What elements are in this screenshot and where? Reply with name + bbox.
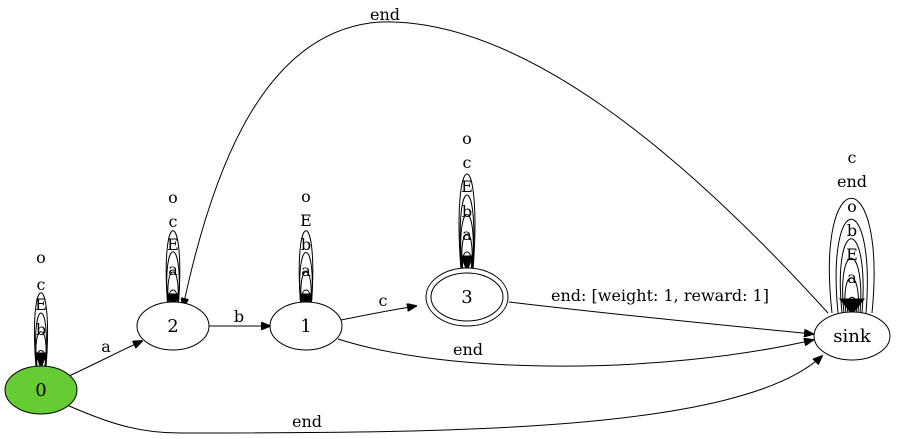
node-2 bbox=[136, 301, 210, 351]
loop-label: E bbox=[300, 211, 312, 230]
node-2-label: 2 bbox=[167, 316, 178, 337]
loop-label: c bbox=[463, 153, 472, 172]
edge-labels: a b c end: [weight: 1, reward: 1] end en… bbox=[101, 5, 769, 431]
loop-label: c bbox=[169, 212, 178, 231]
loop-label: c bbox=[37, 275, 46, 294]
self-loop bbox=[35, 312, 47, 368]
loop-label: o bbox=[847, 197, 857, 216]
self-loop bbox=[835, 218, 868, 314]
edge-1-to-3 bbox=[340, 306, 416, 321]
edge-label-0-sink: end bbox=[292, 412, 322, 431]
edge-3-to-sink bbox=[508, 301, 813, 334]
loop-label: E bbox=[461, 177, 473, 196]
loop-label: a bbox=[168, 260, 178, 279]
self-loop bbox=[842, 257, 862, 314]
nodes bbox=[4, 267, 891, 415]
node-3 bbox=[430, 272, 504, 322]
self-loops-node-0 bbox=[33, 292, 49, 370]
edges bbox=[66, 21, 829, 434]
loop-label: b bbox=[462, 202, 472, 221]
self-loop bbox=[165, 230, 181, 309]
loop-label: a bbox=[462, 225, 472, 244]
self-loops-node-3 bbox=[458, 173, 476, 273]
self-loop bbox=[839, 238, 864, 314]
node-1 bbox=[269, 301, 343, 351]
node-0 bbox=[4, 365, 78, 415]
edge-label-2-sink: end bbox=[370, 5, 400, 24]
edge-label-2-1: b bbox=[234, 307, 244, 326]
loop-label: c bbox=[848, 148, 857, 167]
node-sink-label: sink bbox=[833, 326, 872, 347]
loop-label: end bbox=[837, 172, 867, 191]
loop-label: b bbox=[301, 235, 311, 254]
edge-2-to-sink bbox=[183, 21, 829, 314]
self-loop-labels: b E c o a E c o a b E o a b E c o a E b … bbox=[35, 129, 867, 339]
self-loops-node-sink bbox=[828, 197, 875, 315]
self-loops-node-1 bbox=[298, 230, 314, 311]
node-0-label: 0 bbox=[35, 380, 46, 401]
edge-label-1-sink: end bbox=[453, 340, 483, 359]
node-sink bbox=[813, 311, 891, 361]
loop-label: o bbox=[168, 188, 178, 207]
edge-label-3-sink: end: [weight: 1, reward: 1] bbox=[551, 286, 769, 305]
loop-label: b bbox=[36, 320, 46, 339]
loop-label: o bbox=[36, 248, 46, 267]
edge-label-1-3: c bbox=[379, 291, 388, 310]
self-loop bbox=[458, 173, 476, 271]
loop-label: o bbox=[462, 129, 472, 148]
loop-label: E bbox=[846, 245, 858, 264]
loop-label: o bbox=[301, 187, 311, 206]
edge-0-to-2 bbox=[68, 341, 142, 377]
edge-label-0-2: a bbox=[101, 337, 111, 356]
node-labels: 0 2 1 3 sink bbox=[35, 287, 872, 401]
self-loop-arrowhead bbox=[34, 352, 48, 370]
loop-label: E bbox=[167, 235, 179, 254]
node-1-label: 1 bbox=[300, 316, 311, 337]
loop-label: E bbox=[35, 295, 47, 314]
self-loop bbox=[298, 230, 314, 309]
self-loop bbox=[459, 194, 475, 271]
loop-label: a bbox=[301, 261, 311, 280]
node-3-label: 3 bbox=[461, 287, 472, 308]
loop-label: b bbox=[847, 221, 857, 240]
self-loop bbox=[828, 197, 875, 314]
self-loop-arrowhead bbox=[460, 255, 474, 273]
edge-0-to-sink bbox=[66, 356, 822, 434]
edge-1-to-sink bbox=[337, 339, 813, 367]
self-loop-arrowhead bbox=[838, 298, 866, 315]
loop-label: a bbox=[847, 268, 857, 287]
self-loop bbox=[33, 292, 49, 368]
